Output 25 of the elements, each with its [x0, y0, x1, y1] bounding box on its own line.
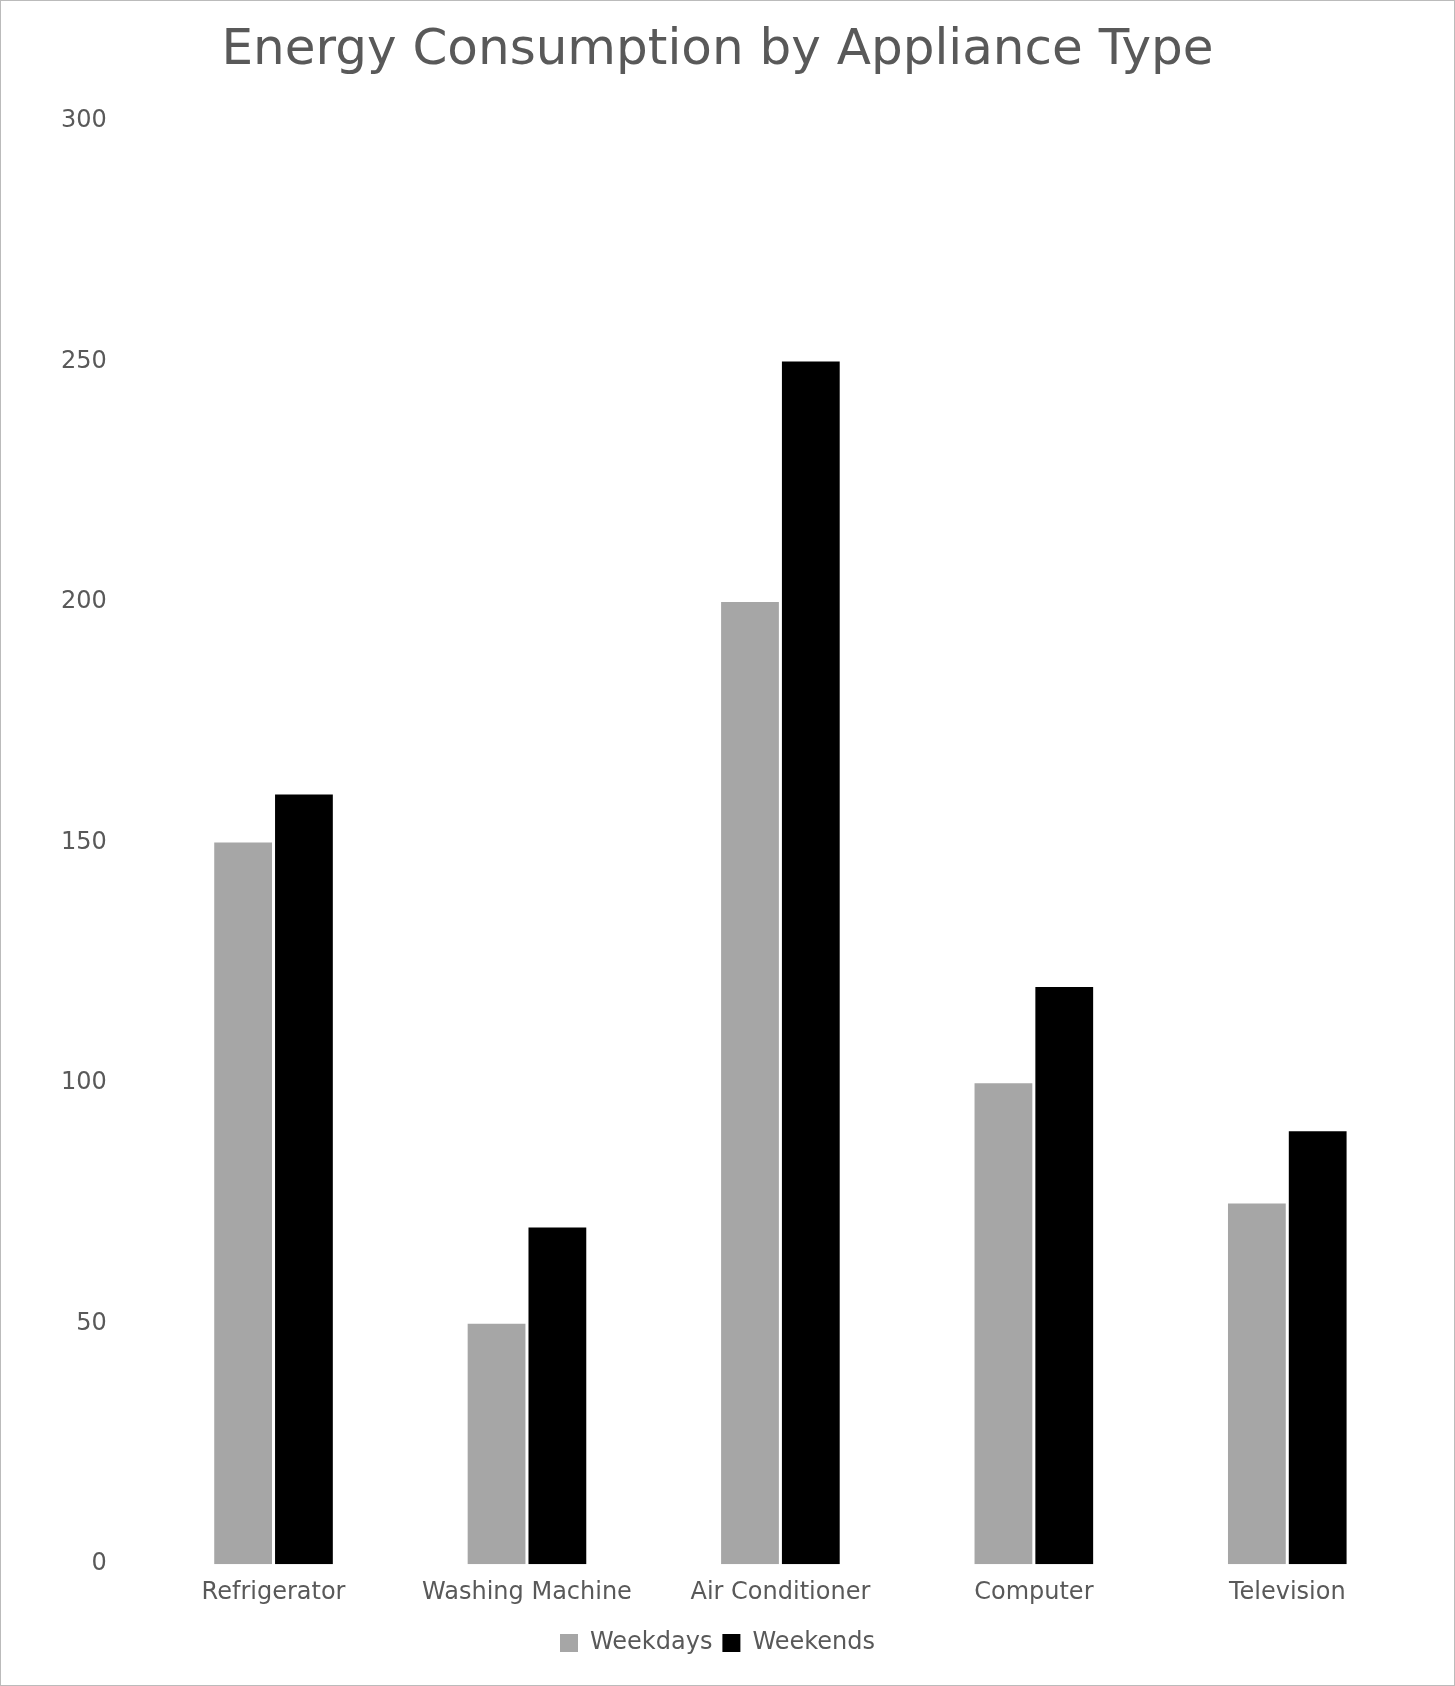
- bar: [721, 602, 779, 1565]
- bar: [1227, 1203, 1286, 1565]
- bar: [1288, 1131, 1347, 1565]
- y-tick-label: 50: [76, 1307, 107, 1336]
- bar: [974, 1083, 1033, 1565]
- x-tick-label: Washing Machine: [422, 1576, 632, 1605]
- bar: [1035, 986, 1094, 1565]
- y-tick-label: 200: [61, 586, 107, 615]
- x-tick-label: Air Conditioner: [690, 1576, 871, 1605]
- bar: [528, 1227, 587, 1565]
- bar: [781, 361, 840, 1565]
- chart-title: Energy Consumption by Appliance Type: [221, 17, 1214, 76]
- bar: [214, 842, 273, 1565]
- x-tick-label: Computer: [974, 1576, 1094, 1605]
- legend-label: Weekends: [752, 1627, 876, 1656]
- y-tick-label: 250: [61, 345, 107, 374]
- y-tick-label: 100: [61, 1067, 107, 1096]
- bar: [275, 794, 333, 1565]
- x-tick-label: Refrigerator: [201, 1576, 346, 1605]
- legend-label: Weekdays: [589, 1627, 713, 1656]
- y-tick-label: 0: [91, 1548, 107, 1577]
- y-tick-label: 150: [61, 826, 107, 855]
- x-tick-label: Television: [1227, 1576, 1346, 1605]
- bar: [467, 1323, 526, 1565]
- y-tick-label: 300: [61, 105, 107, 134]
